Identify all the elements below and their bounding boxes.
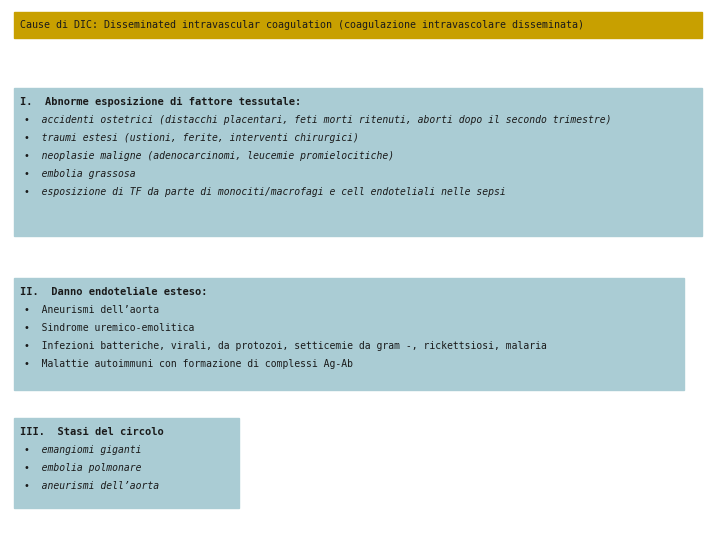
Text: •  accidenti ostetrici (distacchi placentari, feti morti ritenuti, aborti dopo i: • accidenti ostetrici (distacchi placent… — [24, 115, 611, 125]
FancyBboxPatch shape — [14, 278, 684, 390]
Text: I.  Abnorme esposizione di fattore tessutale:: I. Abnorme esposizione di fattore tessut… — [20, 97, 301, 107]
Text: II.  Danno endoteliale esteso:: II. Danno endoteliale esteso: — [20, 287, 207, 297]
FancyBboxPatch shape — [14, 12, 702, 38]
Text: •  esposizione di TF da parte di monociti/macrofagi e cell endoteliali nelle sep: • esposizione di TF da parte di monociti… — [24, 187, 505, 197]
Text: •  emangiomi giganti: • emangiomi giganti — [24, 445, 142, 455]
FancyBboxPatch shape — [14, 418, 239, 508]
Text: •  embolia polmonare: • embolia polmonare — [24, 463, 142, 473]
FancyBboxPatch shape — [14, 88, 702, 236]
Text: •  Malattie autoimmuni con formazione di complessi Ag-Ab: • Malattie autoimmuni con formazione di … — [24, 359, 353, 369]
Text: •  Sindrome uremico-emolitica: • Sindrome uremico-emolitica — [24, 323, 194, 333]
Text: Cause di DIC: Disseminated intravascular coagulation (coagulazione intravascolar: Cause di DIC: Disseminated intravascular… — [20, 20, 584, 30]
Text: •  Infezioni batteriche, virali, da protozoi, setticemie da gram -, rickettsiosi: • Infezioni batteriche, virali, da proto… — [24, 341, 547, 351]
Text: •  aneurismi dell’aorta: • aneurismi dell’aorta — [24, 481, 159, 491]
Text: •  traumi estesi (ustioni, ferite, interventi chirurgici): • traumi estesi (ustioni, ferite, interv… — [24, 133, 359, 143]
Text: •  embolia grassosa: • embolia grassosa — [24, 169, 135, 179]
Text: III.  Stasi del circolo: III. Stasi del circolo — [20, 427, 163, 437]
Text: •  neoplasie maligne (adenocarcinomi, leucemie promielocitiche): • neoplasie maligne (adenocarcinomi, leu… — [24, 151, 394, 161]
Text: •  Aneurismi dell’aorta: • Aneurismi dell’aorta — [24, 305, 159, 315]
